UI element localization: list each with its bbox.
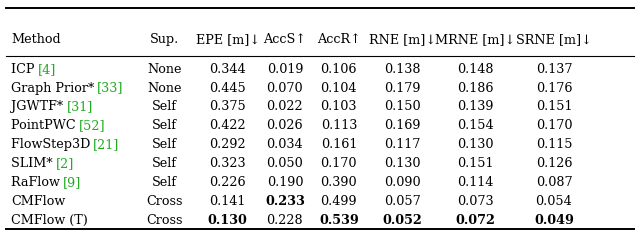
Text: [31]: [31] xyxy=(67,101,93,114)
Text: 0.103: 0.103 xyxy=(321,101,357,114)
Text: 0.151: 0.151 xyxy=(536,101,572,114)
Text: 0.390: 0.390 xyxy=(321,176,357,189)
Text: 0.087: 0.087 xyxy=(536,176,572,189)
Text: MRNE [m]↓: MRNE [m]↓ xyxy=(435,33,516,46)
Text: 0.052: 0.052 xyxy=(382,214,422,227)
Text: 0.499: 0.499 xyxy=(321,195,357,208)
Text: 0.292: 0.292 xyxy=(209,138,246,151)
Text: 0.150: 0.150 xyxy=(384,101,420,114)
Text: 0.161: 0.161 xyxy=(321,138,357,151)
Text: Sup.: Sup. xyxy=(150,33,179,46)
Text: 0.154: 0.154 xyxy=(457,119,494,133)
Text: [2]: [2] xyxy=(56,157,74,170)
Text: AccS↑: AccS↑ xyxy=(264,33,307,46)
Text: 0.106: 0.106 xyxy=(321,63,357,76)
Text: CMFlow: CMFlow xyxy=(12,195,66,208)
Text: 0.130: 0.130 xyxy=(208,214,248,227)
Text: 0.141: 0.141 xyxy=(210,195,246,208)
Text: 0.126: 0.126 xyxy=(536,157,572,170)
Text: 0.179: 0.179 xyxy=(384,82,420,94)
Text: SRNE [m]↓: SRNE [m]↓ xyxy=(516,33,592,46)
Text: 0.130: 0.130 xyxy=(458,138,494,151)
Text: CMFlow (T): CMFlow (T) xyxy=(12,214,88,227)
Text: SLIM*: SLIM* xyxy=(12,157,57,170)
Text: RNE [m]↓: RNE [m]↓ xyxy=(369,33,436,46)
Text: 0.019: 0.019 xyxy=(267,63,303,76)
Text: 0.026: 0.026 xyxy=(267,119,303,133)
Text: 0.344: 0.344 xyxy=(209,63,246,76)
Text: 0.073: 0.073 xyxy=(457,195,494,208)
Text: 0.054: 0.054 xyxy=(536,195,572,208)
Text: 0.176: 0.176 xyxy=(536,82,572,94)
Text: [33]: [33] xyxy=(97,82,124,94)
Text: 0.139: 0.139 xyxy=(458,101,494,114)
Text: 0.057: 0.057 xyxy=(384,195,420,208)
Text: Method: Method xyxy=(12,33,61,46)
Text: None: None xyxy=(147,63,182,76)
Text: PointPWC: PointPWC xyxy=(12,119,80,133)
Text: 0.169: 0.169 xyxy=(384,119,420,133)
Text: [9]: [9] xyxy=(63,176,82,189)
Text: 0.034: 0.034 xyxy=(267,138,303,151)
Text: Self: Self xyxy=(152,138,177,151)
Text: [4]: [4] xyxy=(38,63,57,76)
Text: 0.539: 0.539 xyxy=(319,214,358,227)
Text: Self: Self xyxy=(152,101,177,114)
Text: Cross: Cross xyxy=(146,195,182,208)
Text: 0.115: 0.115 xyxy=(536,138,572,151)
Text: AccR↑: AccR↑ xyxy=(317,33,361,46)
Text: FlowStep3D: FlowStep3D xyxy=(12,138,95,151)
Text: 0.130: 0.130 xyxy=(384,157,420,170)
Text: 0.049: 0.049 xyxy=(534,214,574,227)
Text: 0.050: 0.050 xyxy=(266,157,303,170)
Text: 0.070: 0.070 xyxy=(267,82,303,94)
Text: 0.022: 0.022 xyxy=(267,101,303,114)
Text: 0.233: 0.233 xyxy=(265,195,305,208)
Text: 0.114: 0.114 xyxy=(458,176,493,189)
Text: Self: Self xyxy=(152,157,177,170)
Text: 0.190: 0.190 xyxy=(267,176,303,189)
Text: Graph Prior*: Graph Prior* xyxy=(12,82,99,94)
Text: 0.170: 0.170 xyxy=(536,119,572,133)
Text: 0.226: 0.226 xyxy=(209,176,246,189)
Text: 0.090: 0.090 xyxy=(384,176,420,189)
Text: 0.072: 0.072 xyxy=(456,214,495,227)
Text: JGWTF*: JGWTF* xyxy=(12,101,68,114)
Text: 0.151: 0.151 xyxy=(458,157,494,170)
Text: 0.228: 0.228 xyxy=(267,214,303,227)
Text: 0.323: 0.323 xyxy=(209,157,246,170)
Text: RaFlow: RaFlow xyxy=(12,176,64,189)
Text: Self: Self xyxy=(152,119,177,133)
Text: Self: Self xyxy=(152,176,177,189)
Text: [21]: [21] xyxy=(93,138,120,151)
Text: 0.186: 0.186 xyxy=(458,82,494,94)
Text: 0.170: 0.170 xyxy=(321,157,357,170)
Text: ICP: ICP xyxy=(12,63,39,76)
Text: None: None xyxy=(147,82,182,94)
Text: 0.104: 0.104 xyxy=(321,82,357,94)
Text: EPE [m]↓: EPE [m]↓ xyxy=(196,33,260,46)
Text: 0.445: 0.445 xyxy=(209,82,246,94)
Text: 0.113: 0.113 xyxy=(321,119,357,133)
Text: 0.137: 0.137 xyxy=(536,63,572,76)
Text: 0.138: 0.138 xyxy=(384,63,420,76)
Text: [52]: [52] xyxy=(79,119,106,133)
Text: 0.422: 0.422 xyxy=(209,119,246,133)
Text: 0.117: 0.117 xyxy=(384,138,420,151)
Text: 0.375: 0.375 xyxy=(209,101,246,114)
Text: 0.148: 0.148 xyxy=(458,63,494,76)
Text: Cross: Cross xyxy=(146,214,182,227)
